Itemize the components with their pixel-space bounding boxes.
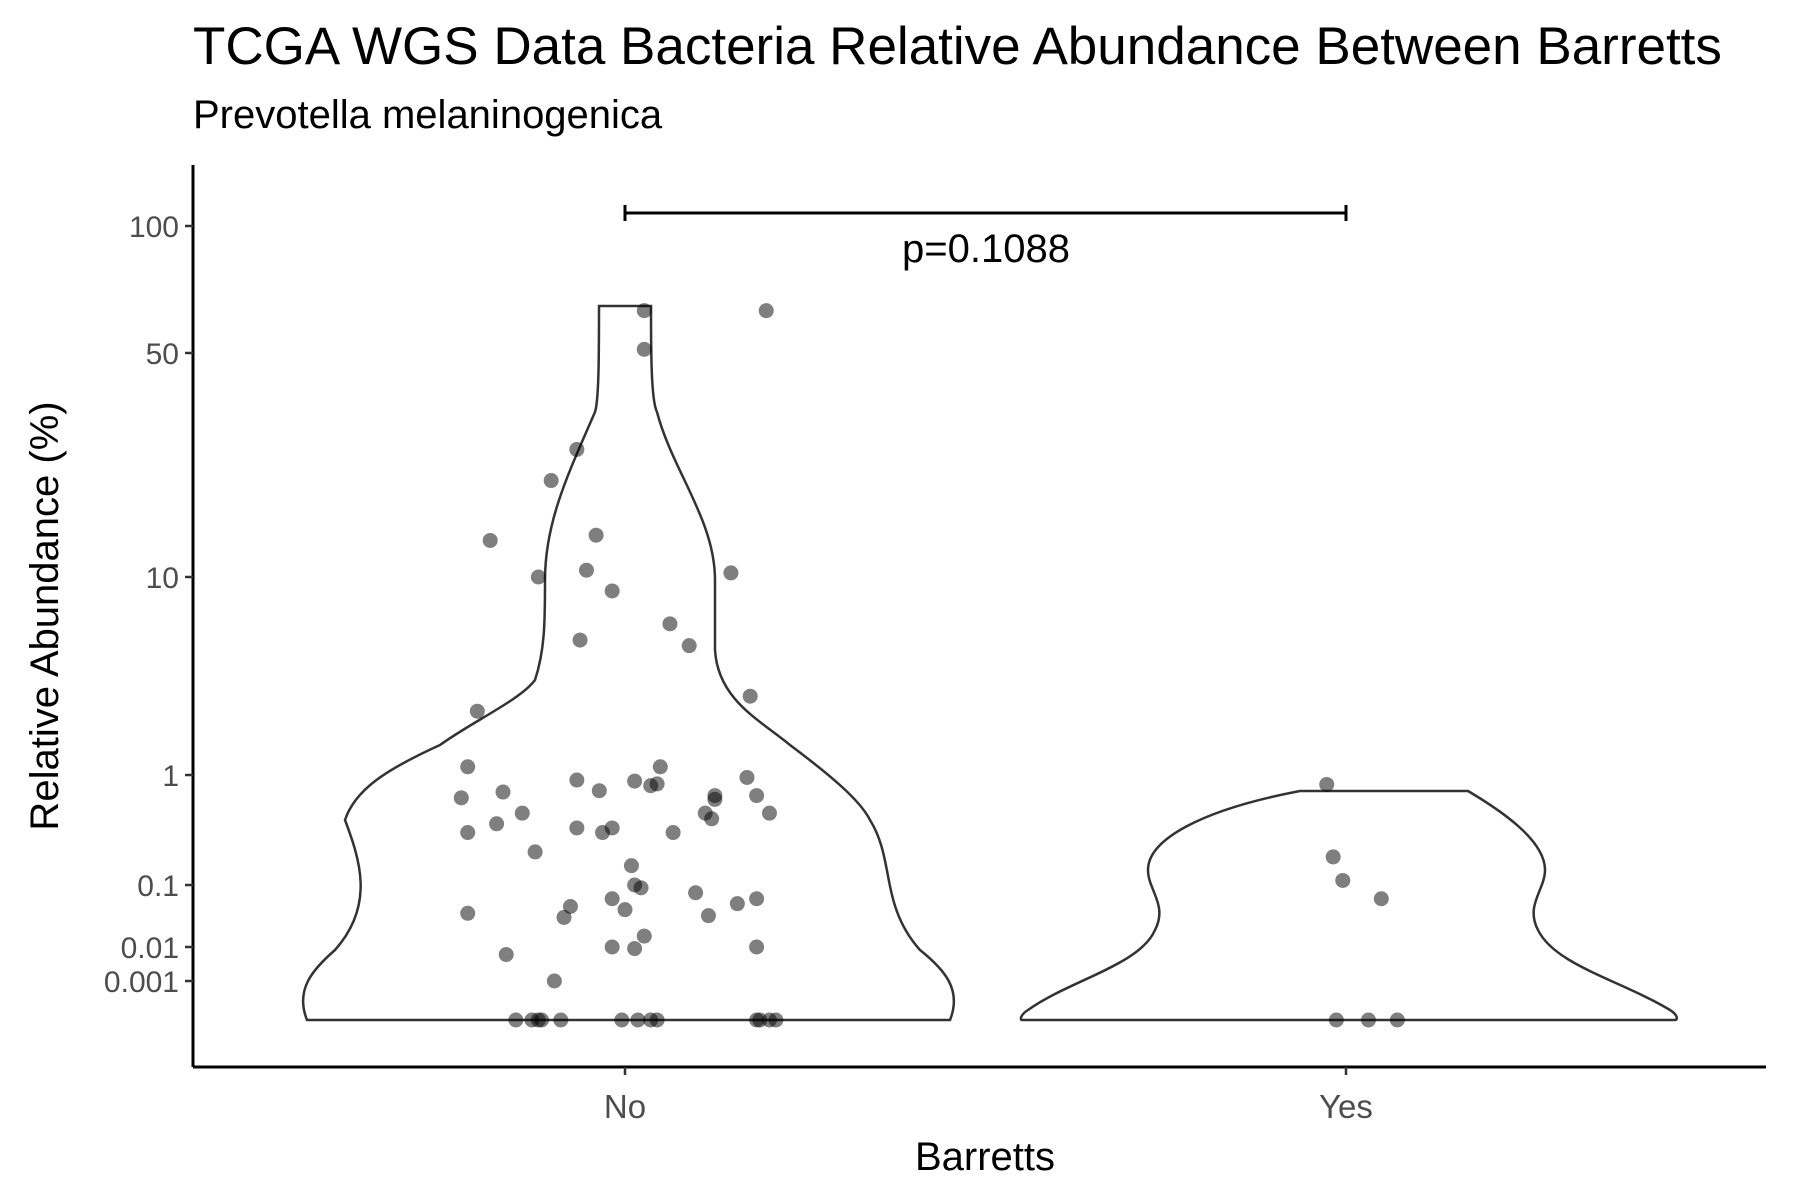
data-point-no <box>636 928 652 944</box>
data-point-yes <box>1328 1012 1344 1028</box>
data-point-no <box>514 805 530 821</box>
y-axis-label: Relative Abundance (%) <box>23 401 67 830</box>
data-point-no <box>688 885 704 901</box>
data-point-no <box>556 909 572 925</box>
data-point-no <box>649 1012 665 1028</box>
data-point-no <box>578 562 594 578</box>
data-point-no <box>495 784 511 800</box>
y-axis: 100 50 10 1 0.1 0.010.001 <box>104 165 195 1067</box>
data-point-no <box>681 638 697 654</box>
data-point-no <box>723 565 739 581</box>
data-point-no <box>553 1012 569 1028</box>
data-point-no <box>530 569 546 585</box>
data-point-no <box>569 441 585 457</box>
x-tick-label-no: No <box>604 1088 646 1125</box>
data-point-no <box>729 896 745 912</box>
data-point-no <box>469 703 485 719</box>
chart-subtitle: Prevotella melaninogenica <box>193 93 663 137</box>
data-point-no <box>569 772 585 788</box>
data-point-no <box>652 759 668 775</box>
data-point-yes <box>1360 1012 1376 1028</box>
data-point-no <box>749 939 765 955</box>
y-tick-label: 100 <box>129 211 179 244</box>
data-point-no <box>604 939 620 955</box>
data-point-no <box>623 858 639 874</box>
data-point-no <box>508 1012 524 1028</box>
data-point-no <box>562 899 578 915</box>
data-point-no <box>604 583 620 599</box>
data-point-no <box>482 532 498 548</box>
data-point-no <box>460 825 476 841</box>
chart-title: TCGA WGS Data Bacteria Relative Abundanc… <box>193 17 1722 76</box>
data-point-no <box>569 820 585 836</box>
data-point-no <box>453 790 469 806</box>
data-point-no <box>749 788 765 804</box>
data-point-no <box>588 527 604 543</box>
data-point-no <box>627 773 643 789</box>
significance-bracket: p=0.1088 <box>623 205 1348 271</box>
data-point-no <box>595 825 611 841</box>
y-tick-label: 50 <box>146 338 179 371</box>
data-point-no <box>630 1012 646 1028</box>
y-tick-label: 1 <box>162 760 179 793</box>
data-point-no <box>758 303 774 319</box>
y-tick-label: 0.01 <box>121 932 179 965</box>
data-point-no <box>527 844 543 860</box>
data-point-no <box>572 632 588 648</box>
data-point-no <box>636 341 652 357</box>
data-point-no <box>543 473 559 489</box>
data-point-no <box>460 759 476 775</box>
data-point-no <box>617 902 633 918</box>
data-point-no <box>627 941 643 957</box>
data-point-no <box>704 811 720 827</box>
data-point-no <box>591 783 607 799</box>
data-point-no <box>761 805 777 821</box>
data-point-yes <box>1389 1012 1405 1028</box>
data-point-no <box>604 891 620 907</box>
data-point-no <box>739 769 755 785</box>
data-point-no <box>489 816 505 832</box>
x-axis: No Yes <box>193 1065 1766 1125</box>
violin-yes <box>1019 789 1679 1022</box>
data-point-no <box>665 825 681 841</box>
data-point-no <box>700 908 716 924</box>
data-point-no <box>633 880 649 896</box>
data-point-no <box>707 791 723 807</box>
data-point-yes <box>1373 891 1389 907</box>
data-point-yes <box>1325 849 1341 865</box>
data-point-no <box>749 891 765 907</box>
p-value-label: p=0.1088 <box>902 227 1070 271</box>
violin-no <box>301 304 956 1022</box>
data-point-no <box>534 1012 550 1028</box>
data-point-no <box>742 688 758 704</box>
data-point-yes <box>1335 872 1351 888</box>
data-point-no <box>498 947 514 963</box>
data-point-no <box>636 303 652 319</box>
y-tick-label: 0.1 <box>137 870 179 903</box>
y-tick-label: 10 <box>146 562 179 595</box>
violins-layer <box>301 304 1679 1022</box>
data-point-no <box>649 776 665 792</box>
x-axis-label: Barretts <box>915 1135 1055 1179</box>
y-tick-label: 0.001 <box>104 966 179 999</box>
points-layer <box>453 303 1405 1028</box>
x-tick-label-yes: Yes <box>1319 1088 1373 1125</box>
data-point-no <box>768 1012 784 1028</box>
data-point-yes <box>1319 776 1335 792</box>
data-point-no <box>460 905 476 921</box>
data-point-no <box>614 1012 630 1028</box>
data-point-no <box>546 973 562 989</box>
data-point-no <box>662 616 678 632</box>
